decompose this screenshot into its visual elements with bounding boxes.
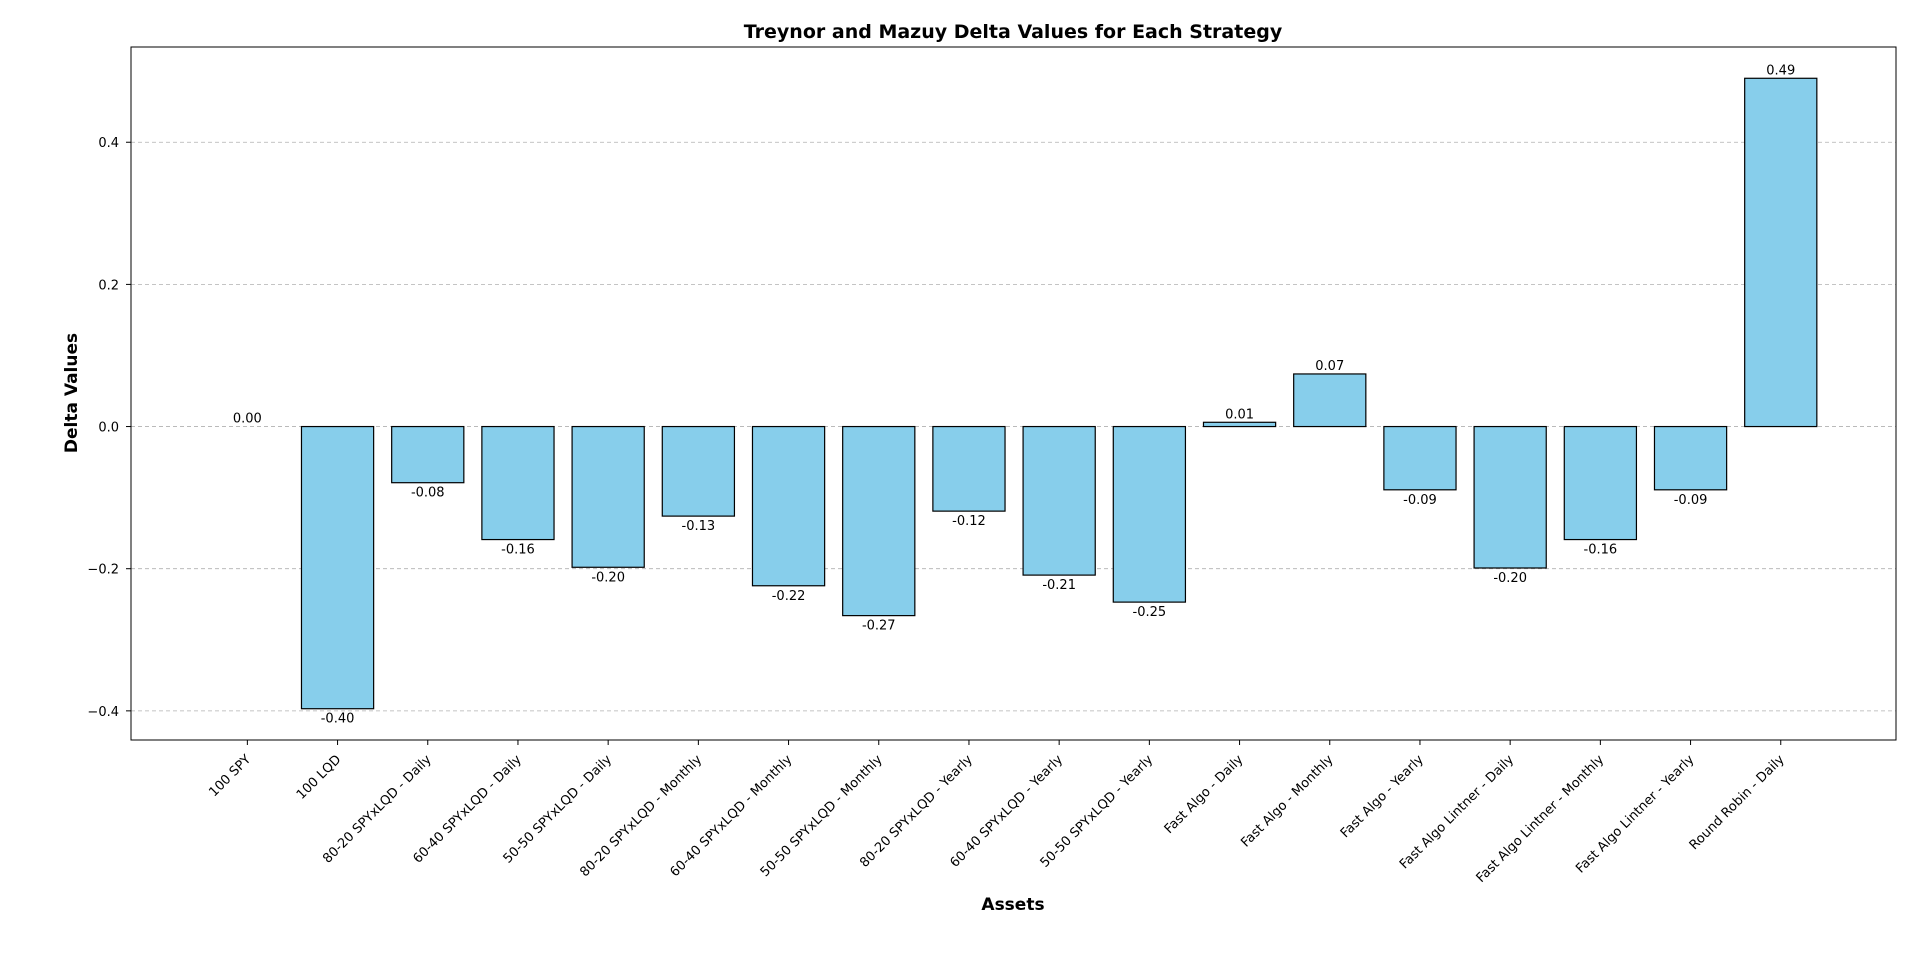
- bar: [1293, 373, 1367, 428]
- bar: [481, 425, 555, 541]
- bar: [661, 425, 736, 517]
- value-label: -0.16: [501, 543, 535, 558]
- y-tick-label: −0.4: [87, 705, 119, 720]
- value-label: -0.22: [772, 589, 806, 604]
- x-tick-label: Fast Algo - Monthly: [1238, 752, 1336, 850]
- x-axis-label: Assets: [981, 895, 1044, 915]
- y-tick-label: 0.2: [98, 278, 119, 293]
- value-label: -0.13: [682, 519, 716, 534]
- value-label: 0.01: [1225, 407, 1254, 422]
- y-tick-label: 0.0: [98, 421, 119, 436]
- chart-title: Treynor and Mazuy Delta Values for Each …: [744, 21, 1283, 43]
- bar: [1653, 425, 1728, 491]
- value-label: -0.09: [1674, 493, 1708, 508]
- value-label: -0.40: [321, 712, 355, 727]
- value-label: -0.12: [952, 514, 986, 529]
- value-label: 0.00: [233, 412, 262, 427]
- value-label: -0.20: [1493, 571, 1527, 586]
- bar: [1563, 425, 1638, 541]
- bar: [1202, 421, 1277, 428]
- value-label: -0.25: [1133, 605, 1167, 620]
- bar: [1473, 425, 1547, 569]
- bar: [1112, 425, 1187, 603]
- x-tick-label: 100 SPY: [206, 752, 254, 800]
- bar: [391, 425, 465, 484]
- value-label: -0.08: [411, 486, 445, 501]
- bar: [1744, 77, 1818, 428]
- value-label: 0.49: [1766, 63, 1795, 78]
- x-tick-label: Round Robin - Daily: [1687, 752, 1788, 853]
- value-label: -0.21: [1042, 578, 1076, 593]
- plot-frame: [130, 46, 1897, 741]
- bar: [1383, 425, 1457, 491]
- bar: [751, 425, 826, 587]
- x-tick-label: Fast Algo - Daily: [1162, 752, 1247, 837]
- y-tick-label: 0.4: [98, 136, 119, 151]
- value-label: -0.09: [1403, 493, 1437, 508]
- value-label: -0.16: [1584, 543, 1618, 558]
- bar: [932, 425, 1006, 512]
- x-tick-label: 100 LQD: [294, 752, 345, 803]
- bar: [842, 425, 916, 617]
- y-axis-label: Delta Values: [62, 333, 82, 453]
- y-tick-label: −0.2: [87, 563, 119, 578]
- bar: [300, 425, 375, 710]
- x-tick-label: Fast Algo - Yearly: [1338, 752, 1427, 841]
- value-label: -0.27: [862, 619, 896, 634]
- bar: [571, 425, 645, 568]
- value-label: 0.07: [1315, 359, 1344, 374]
- bar: [1022, 425, 1096, 576]
- value-label: -0.20: [591, 570, 625, 585]
